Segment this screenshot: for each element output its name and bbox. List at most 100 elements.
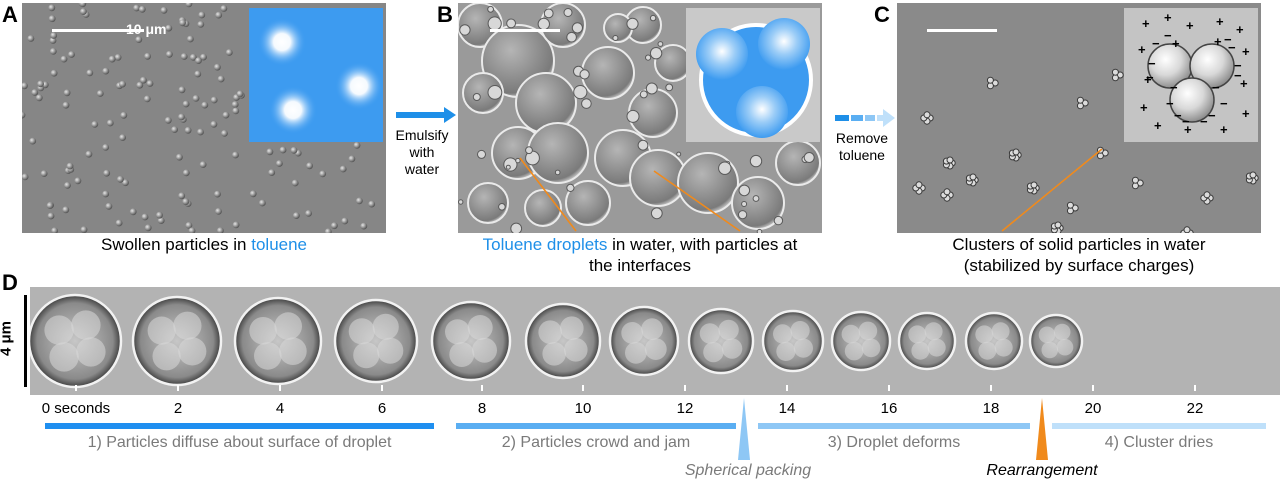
positive-charge: + <box>1242 106 1250 121</box>
particle <box>122 179 129 187</box>
negative-charge: − <box>1220 96 1228 111</box>
droplet <box>581 46 635 100</box>
cluster-particle <box>1249 171 1257 179</box>
negative-charge: − <box>1152 36 1160 51</box>
interior-particle <box>927 338 946 357</box>
particle <box>141 213 149 221</box>
panel-b-caption-line2: the interfaces <box>588 256 692 275</box>
small-droplet <box>537 17 551 31</box>
panel-c-letter: C <box>874 2 890 27</box>
spherical-packing-marker-icon <box>738 398 750 460</box>
panel-a-scale-bar <box>52 29 144 32</box>
particle <box>79 3 87 8</box>
small-droplet <box>563 8 573 17</box>
small-droplet <box>472 93 481 101</box>
small-droplet <box>649 47 663 60</box>
interior-particle <box>76 337 106 367</box>
small-droplet <box>510 222 523 233</box>
particle <box>144 224 152 232</box>
time-label: 20 <box>1084 400 1102 417</box>
particle <box>368 200 376 208</box>
time-label: 12 <box>676 400 694 417</box>
small-droplet <box>487 85 503 100</box>
arrow-emulsify-label: Emulsify with water <box>388 127 456 178</box>
particle <box>50 69 58 77</box>
particle <box>319 170 327 178</box>
particle <box>48 4 56 12</box>
interior-particle <box>538 320 562 344</box>
particle <box>360 222 368 230</box>
particle <box>138 5 146 13</box>
particle <box>259 199 266 207</box>
particle <box>22 82 28 90</box>
small-droplet <box>738 210 748 220</box>
particle <box>279 146 287 154</box>
pointer-line <box>1001 148 1103 232</box>
time-label: 22 <box>1186 400 1204 417</box>
particle <box>185 3 193 8</box>
particle <box>164 116 172 124</box>
particle <box>171 126 179 133</box>
interior-particle <box>776 341 796 361</box>
positive-charge: + <box>1220 122 1228 137</box>
interior-particle <box>249 317 277 345</box>
negative-charge: − <box>1208 108 1216 123</box>
time-tick <box>684 385 686 391</box>
particle <box>214 63 221 71</box>
particle <box>197 21 205 28</box>
arrow-remove-line1: Remove <box>835 130 889 146</box>
interior-particle <box>254 342 282 370</box>
small-droplet <box>566 31 577 43</box>
droplet-frame <box>131 295 223 387</box>
small-droplet <box>639 90 648 99</box>
particle <box>200 53 207 61</box>
rearrangement-marker-icon <box>1036 398 1048 460</box>
panel-d-scale-bar <box>24 295 27 387</box>
particle <box>291 179 299 187</box>
positive-charge: + <box>1184 122 1192 137</box>
particle <box>182 169 190 177</box>
droplet <box>775 140 821 186</box>
interior-particle <box>377 337 404 364</box>
particle <box>276 160 283 167</box>
small-droplet <box>649 14 657 22</box>
particle <box>179 19 187 27</box>
small-droplet <box>645 82 658 95</box>
particle <box>86 69 94 77</box>
particle <box>50 32 58 39</box>
interior-particle <box>858 321 878 341</box>
particle <box>197 128 204 136</box>
cluster-particle <box>1030 181 1038 189</box>
panel-c-caption-line1: Clusters of solid particles in water <box>952 235 1206 254</box>
droplet-frame <box>430 300 512 382</box>
arrow-emulsify-line1: Emulsify <box>395 127 449 143</box>
time-label: 14 <box>778 400 796 417</box>
small-droplet <box>665 83 674 92</box>
time-label: 18 <box>982 400 1000 417</box>
particle <box>22 111 26 119</box>
interior-particle <box>274 312 302 340</box>
time-label: 6 <box>377 400 387 417</box>
small-droplet <box>498 203 506 211</box>
particle <box>221 130 228 137</box>
particle <box>232 107 240 115</box>
cluster-particle <box>1203 191 1211 199</box>
particle <box>198 11 206 19</box>
positive-charge: + <box>1140 100 1148 115</box>
particle <box>119 80 126 88</box>
positive-charge: + <box>1142 16 1150 31</box>
small-droplet <box>676 151 682 157</box>
particle <box>324 228 332 233</box>
interior-particle <box>908 325 927 344</box>
negative-charge: − <box>1164 28 1172 43</box>
interior-particle <box>1038 326 1056 344</box>
interior-particle <box>975 325 994 344</box>
particle <box>165 24 173 32</box>
negative-charge: − <box>1234 68 1242 83</box>
particle <box>178 113 185 121</box>
droplet-frame <box>687 307 755 375</box>
arrow-remove-toluene-label: Remove toluene <box>828 130 896 164</box>
interior-particle <box>71 310 101 340</box>
particle <box>49 48 57 55</box>
small-droplet <box>543 8 554 19</box>
